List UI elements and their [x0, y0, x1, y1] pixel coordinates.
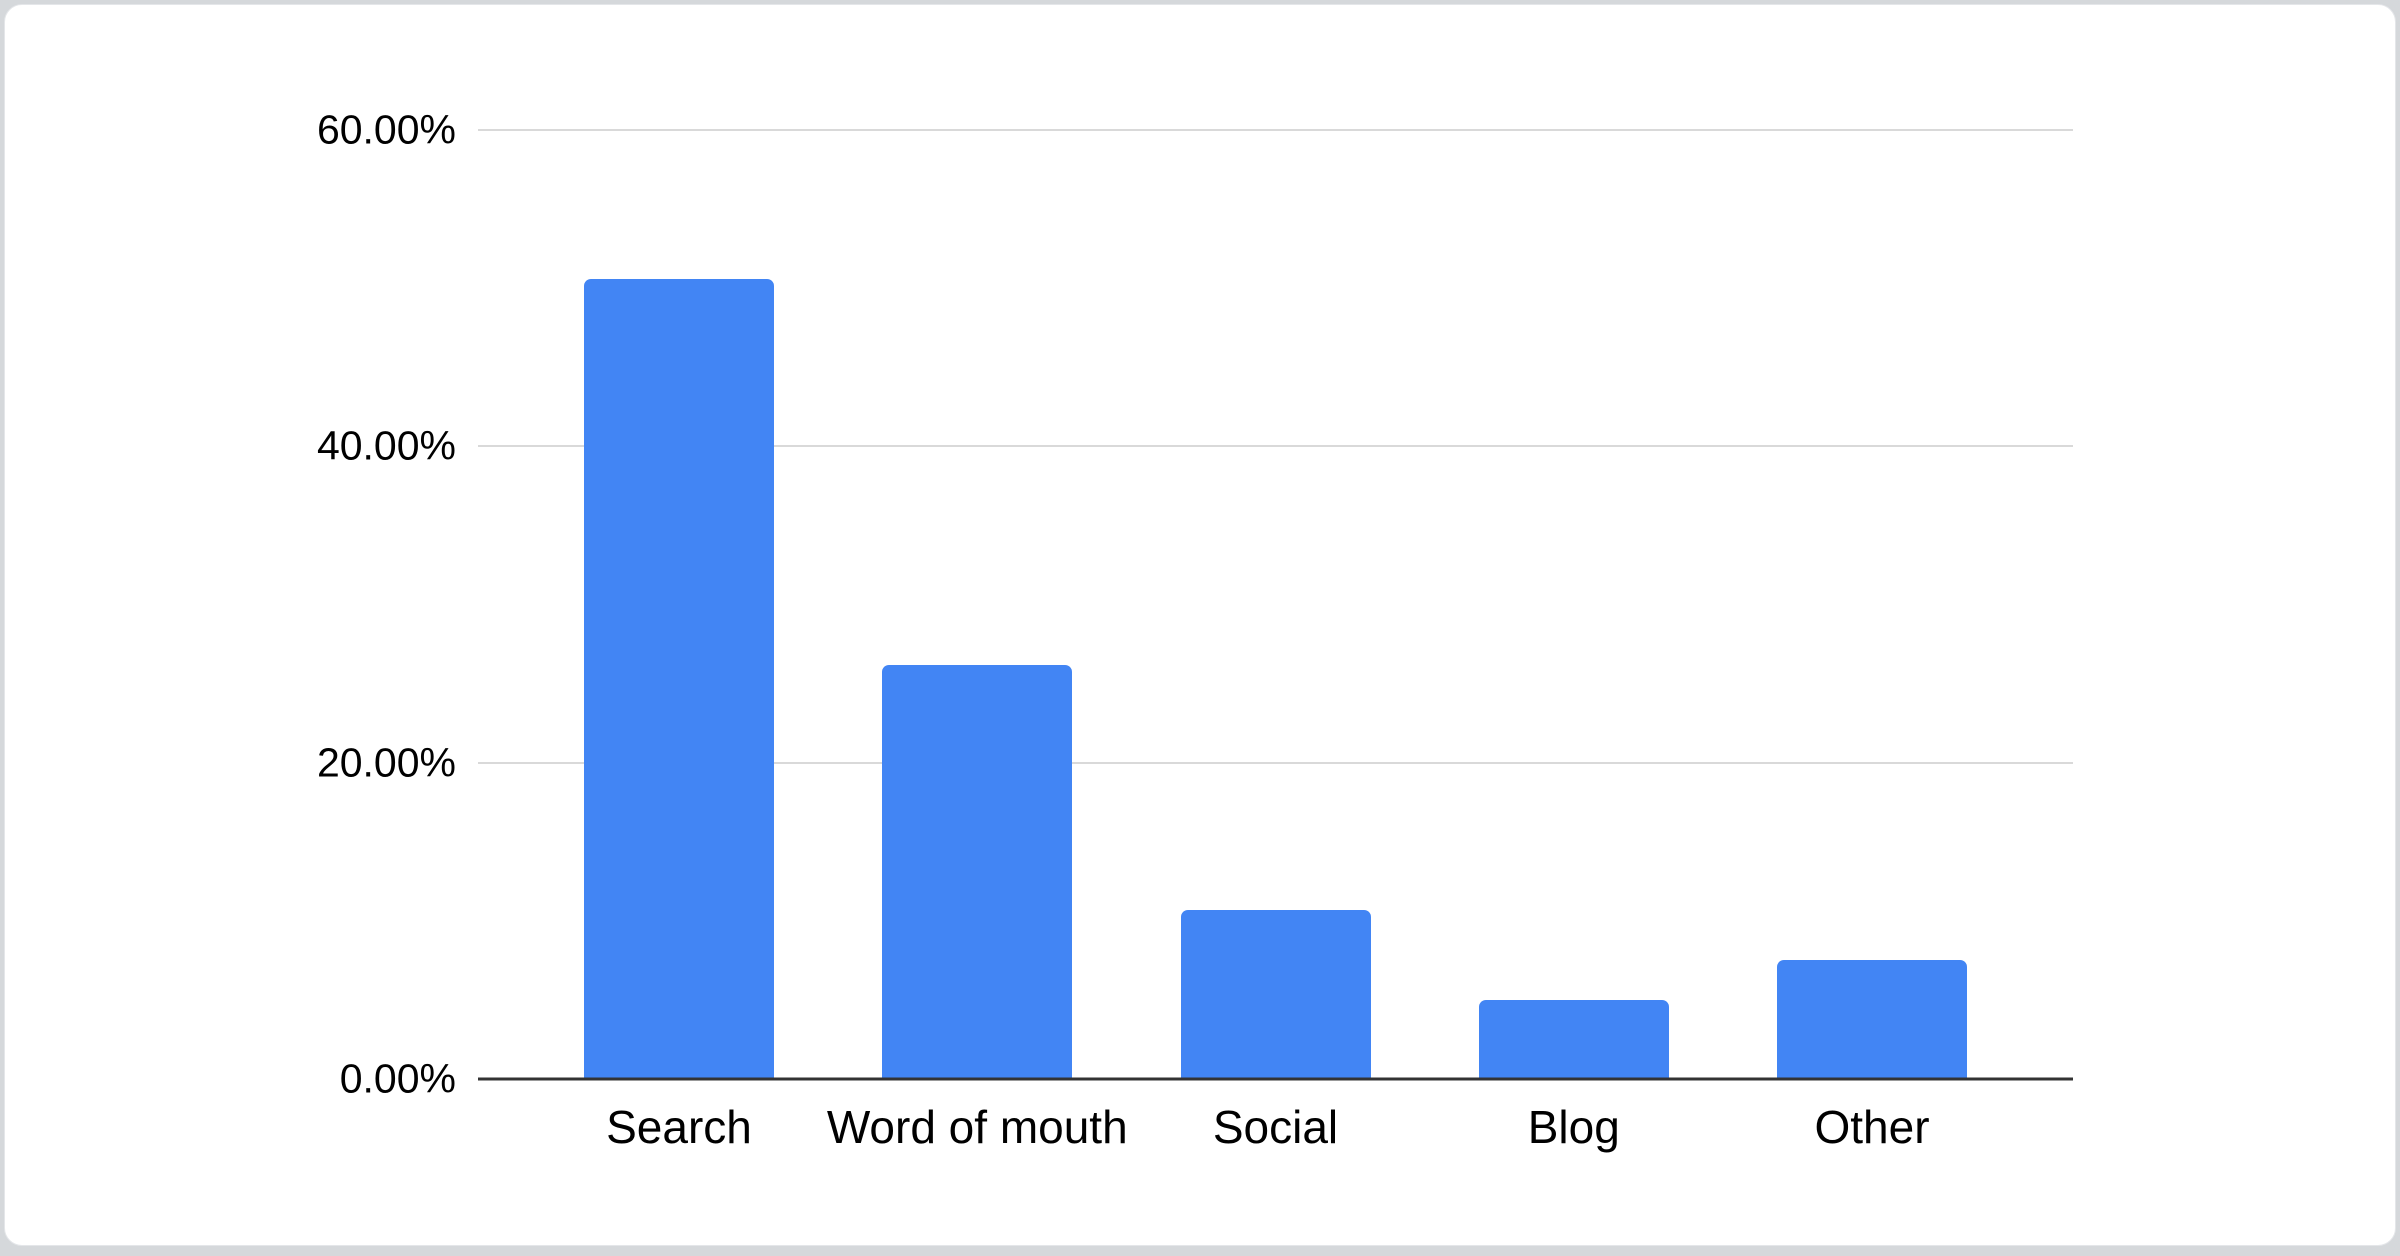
- bar-slot: [1127, 909, 1425, 1079]
- y-tick-label: 20.00%: [316, 739, 456, 786]
- y-tick-label: 60.00%: [316, 106, 456, 153]
- y-tick-label: 40.00%: [316, 422, 456, 469]
- x-label-slot: Social: [1127, 1101, 1425, 1154]
- bar-slot: [828, 664, 1126, 1079]
- gridline: [478, 445, 2073, 448]
- bar-word-of-mouth[interactable]: [882, 664, 1073, 1079]
- y-tick-label: 0.00%: [339, 1055, 456, 1102]
- x-label-slot: Search: [530, 1101, 828, 1154]
- gridline: [478, 129, 2073, 131]
- bar-slot: [1425, 999, 1723, 1079]
- bar-search[interactable]: [584, 278, 774, 1079]
- bar-slot: [1723, 960, 2021, 1079]
- x-tick-label: Social: [1212, 1101, 1339, 1153]
- x-axis-labels: Search Word of mouth Social Blog Other: [478, 1101, 2073, 1154]
- bar-blog[interactable]: [1478, 999, 1669, 1079]
- x-label-slot: Blog: [1425, 1101, 1723, 1154]
- bar-slot: [530, 278, 828, 1079]
- bars: [478, 130, 2073, 1079]
- gridline: [478, 761, 2073, 764]
- x-label-slot: Word of mouth: [826, 1101, 1128, 1154]
- x-axis-line: [478, 1077, 2073, 1081]
- bar-chart: 0.00% 20.00% 40.00% 60.00% Search Word of mo…: [317, 109, 2073, 1153]
- chart-card: 0.00% 20.00% 40.00% 60.00% Search Word of mo…: [4, 4, 2396, 1246]
- bar-other[interactable]: [1777, 960, 1967, 1079]
- x-tick-label: Blog: [1527, 1101, 1620, 1153]
- bar-social[interactable]: [1180, 909, 1371, 1079]
- x-label-slot: Other: [1723, 1101, 2021, 1154]
- x-tick-label: Word of mouth: [826, 1101, 1128, 1153]
- x-tick-label: Search: [606, 1101, 752, 1153]
- x-tick-label: Other: [1814, 1101, 1930, 1153]
